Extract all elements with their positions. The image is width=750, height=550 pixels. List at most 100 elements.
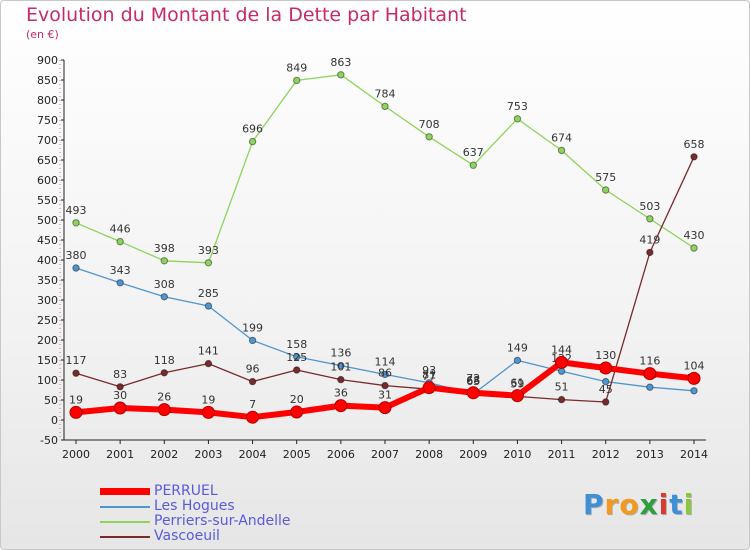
data-label-perriers-sur-andelle: 674	[551, 131, 572, 144]
y-tick-label: 900	[37, 54, 58, 67]
y-tick-label: 500	[37, 214, 58, 227]
data-point-les-hogues	[337, 361, 345, 370]
data-point-perriers-sur-andelle	[513, 115, 522, 123]
data-point-perruel	[334, 399, 348, 413]
data-label-perriers-sur-andelle: 696	[242, 123, 263, 136]
data-label-perriers-sur-andelle: 446	[110, 223, 131, 236]
y-tick-label: 150	[37, 354, 58, 367]
y-tick-label: 200	[37, 334, 58, 347]
data-label-perriers-sur-andelle: 503	[639, 200, 660, 213]
data-point-vascoeuil	[602, 398, 610, 406]
data-label-perriers-sur-andelle: 753	[507, 100, 528, 113]
y-tick-label: 700	[37, 134, 58, 147]
data-label-perriers-sur-andelle: 849	[286, 61, 307, 74]
data-label-les-hogues: 380	[66, 249, 87, 262]
data-label-vascoeuil: 125	[286, 351, 307, 364]
y-tick-label: 50	[44, 394, 58, 407]
data-point-les-hogues	[690, 387, 698, 395]
data-point-perruel	[422, 381, 436, 395]
data-point-perruel	[157, 403, 171, 417]
y-tick-label: 0	[51, 414, 58, 427]
data-label-les-hogues: 158	[286, 338, 307, 351]
data-label-perriers-sur-andelle: 708	[419, 118, 440, 131]
data-label-vascoeuil: 45	[599, 383, 613, 396]
data-label-perruel: 68	[466, 374, 480, 387]
data-label-vascoeuil: 77	[422, 370, 436, 383]
chart-title: Evolution du Montant de la Dette par Hab…	[26, 4, 467, 26]
data-label-perruel: 144	[551, 343, 572, 356]
data-point-perriers-sur-andelle	[72, 219, 80, 227]
legend-swatch-les-hogues	[100, 506, 150, 508]
chart-subtitle: (en €)	[26, 28, 59, 41]
data-point-perriers-sur-andelle	[160, 257, 168, 265]
data-point-perruel	[555, 355, 569, 369]
data-point-perruel	[687, 371, 701, 385]
data-point-les-hogues	[513, 356, 522, 365]
y-tick-label: 750	[37, 114, 58, 127]
data-label-perruel: 30	[113, 389, 127, 402]
data-point-les-hogues	[248, 336, 257, 345]
data-point-vascoeuil	[248, 377, 257, 386]
y-tick-label: 100	[37, 374, 58, 387]
y-tick-label: 250	[37, 314, 58, 327]
data-label-les-hogues: 136	[330, 347, 351, 360]
data-label-perriers-sur-andelle: 493	[66, 204, 87, 217]
data-label-perriers-sur-andelle: 863	[330, 56, 351, 69]
data-label-vascoeuil: 419	[639, 233, 660, 246]
data-label-vascoeuil: 51	[555, 381, 569, 394]
y-tick-label: 850	[37, 74, 58, 87]
data-point-les-hogues	[72, 264, 80, 272]
data-label-perruel: 116	[639, 355, 660, 368]
data-point-perriers-sur-andelle	[293, 76, 301, 85]
data-point-perriers-sur-andelle	[557, 146, 566, 155]
data-point-vascoeuil	[204, 359, 213, 368]
data-label-vascoeuil: 59	[510, 377, 524, 390]
data-label-vascoeuil: 117	[66, 354, 87, 367]
data-point-les-hogues	[381, 370, 389, 379]
x-tick-label: 2013	[636, 448, 664, 461]
data-point-les-hogues	[160, 293, 168, 301]
legend-swatch-perruel	[100, 488, 150, 495]
y-tick-label: 600	[37, 174, 58, 187]
x-tick-label: 2008	[415, 448, 443, 461]
data-label-perruel: 104	[684, 359, 705, 372]
x-tick-label: 2005	[283, 448, 311, 461]
data-label-vascoeuil: 101	[330, 361, 351, 374]
data-label-vascoeuil: 86	[378, 367, 392, 380]
data-point-perruel	[246, 410, 260, 424]
y-tick-label: 800	[37, 94, 58, 107]
data-label-vascoeuil: 658	[684, 138, 705, 151]
data-point-vascoeuil	[160, 369, 168, 377]
legend-label-les-hogues: Les Hogues	[154, 498, 235, 514]
x-tick-label: 2007	[371, 448, 399, 461]
data-label-les-hogues: 65	[466, 375, 480, 388]
data-point-vascoeuil	[116, 383, 124, 391]
data-label-perruel: 7	[249, 398, 256, 411]
legend-label-perruel: PERRUEL	[154, 483, 218, 499]
data-label-vascoeuil: 118	[154, 354, 175, 367]
data-point-perruel	[113, 401, 127, 415]
data-label-les-hogues: 308	[154, 278, 175, 291]
x-tick-label: 2012	[592, 448, 620, 461]
data-point-vascoeuil	[293, 366, 301, 374]
x-tick-label: 2002	[150, 448, 178, 461]
data-label-perruel: 26	[157, 391, 171, 404]
data-point-les-hogues	[116, 279, 124, 287]
data-point-vascoeuil	[690, 153, 698, 161]
data-point-les-hogues	[557, 367, 566, 375]
x-tick-label: 2004	[239, 448, 267, 461]
data-point-perriers-sur-andelle	[116, 237, 124, 246]
data-point-perruel	[643, 367, 657, 381]
data-label-perriers-sur-andelle: 784	[375, 87, 396, 100]
x-tick-label: 2001	[106, 448, 134, 461]
data-point-perruel	[290, 405, 304, 419]
x-tick-label: 2014	[680, 448, 708, 461]
data-point-perriers-sur-andelle	[469, 161, 477, 169]
data-point-perruel	[466, 386, 480, 400]
data-point-perriers-sur-andelle	[690, 244, 698, 252]
data-point-perriers-sur-andelle	[425, 133, 433, 141]
legend-swatch-perriers-sur-andelle	[100, 521, 150, 523]
legend-swatch-vascoeuil	[100, 536, 150, 538]
